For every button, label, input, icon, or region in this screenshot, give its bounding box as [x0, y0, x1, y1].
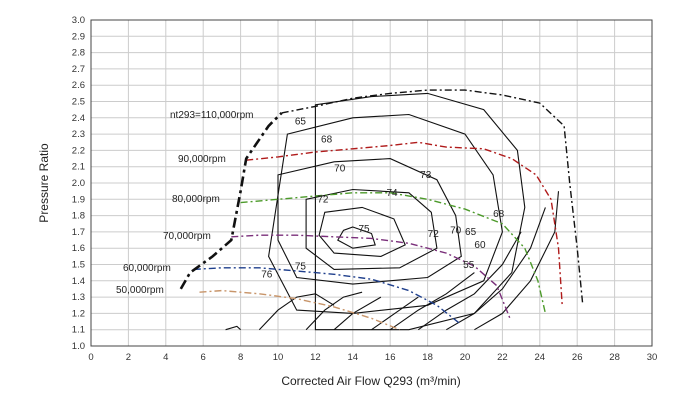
efficiency-label: 72	[317, 195, 329, 206]
x-tick-label: 10	[273, 352, 284, 363]
y-tick-label: 1.2	[72, 308, 85, 319]
x-tick-label: 14	[348, 352, 359, 363]
efficiency-contour	[389, 272, 475, 331]
efficiency-label: 60	[474, 240, 486, 251]
efficiency-contour	[333, 296, 382, 331]
y-tick-label: 2.3	[72, 129, 85, 140]
plot-frame	[90, 19, 653, 347]
y-tick-label: 1.3	[72, 292, 85, 303]
x-tick-label: 0	[88, 352, 93, 363]
x-tick-label: 24	[535, 352, 546, 363]
y-tick-label: 2.9	[72, 31, 85, 42]
efficiency-contour	[337, 226, 376, 249]
efficiency-label: 76	[261, 270, 273, 281]
efficiency-contour	[268, 113, 503, 314]
speed-line	[193, 267, 460, 324]
annotation-speed-80: 80,000rpm	[172, 194, 220, 205]
y-tick-label: 2.7	[72, 64, 85, 75]
speed-line	[199, 289, 400, 331]
y-tick-label: 1.6	[72, 243, 85, 254]
efficiency-label: 73	[420, 170, 432, 181]
annotation-speed-50: 50,000rpm	[116, 285, 164, 296]
efficiency-contour	[446, 207, 546, 331]
efficiency-label: 75	[295, 261, 307, 272]
x-tick-label: 12	[310, 352, 321, 363]
efficiency-label: 72	[428, 229, 440, 240]
efficiency-label: 55	[463, 260, 475, 271]
surge-line	[179, 111, 283, 290]
x-tick-label: 6	[201, 352, 206, 363]
y-tick-label: 1.0	[72, 341, 85, 352]
x-tick-label: 22	[497, 352, 508, 363]
surge-line-path	[179, 111, 283, 290]
efficiency-contour	[318, 206, 406, 257]
speed-line	[240, 192, 547, 314]
efficiency-label: 70	[334, 164, 346, 175]
y-tick-label: 1.5	[72, 260, 85, 271]
speed-line	[281, 89, 584, 306]
x-tick-label: 20	[460, 352, 471, 363]
x-tick-label: 18	[422, 352, 433, 363]
efficiency-label: 68	[321, 134, 333, 145]
y-tick-label: 1.9	[72, 194, 85, 205]
grid	[90, 19, 653, 347]
x-tick-label: 16	[385, 352, 396, 363]
y-tick-label: 2.2	[72, 145, 85, 156]
x-tick-label: 8	[238, 352, 243, 363]
x-tick-label: 26	[572, 352, 583, 363]
x-tick-label: 4	[163, 352, 168, 363]
contour-labels: 55 60 65 65 68 68 70 70 72 72 73 74 75 75 76	[261, 116, 504, 280]
speed-line	[246, 141, 563, 306]
efficiency-contour	[314, 92, 526, 331]
y-tick-label: 1.7	[72, 227, 85, 238]
y-tick-label: 2.8	[72, 48, 85, 59]
efficiency-label: 74	[387, 188, 399, 199]
efficiency-label: 65	[295, 116, 307, 127]
efficiency-contour	[371, 296, 419, 331]
efficiency-contour	[225, 325, 241, 331]
x-tick-label: 2	[126, 352, 131, 363]
y-tick-label: 1.8	[72, 211, 85, 222]
y-tick-label: 2.6	[72, 80, 85, 91]
efficiency-contour	[474, 191, 560, 331]
y-axis-label: Pressure Ratio	[37, 143, 51, 223]
annotation-speed-90: 90,000rpm	[178, 154, 226, 165]
efficiency-label: 70	[450, 226, 462, 237]
y-tick-label: 2.4	[72, 113, 85, 124]
x-axis-label: Corrected Air Flow Q293 (m³/min)	[281, 374, 460, 388]
y-tick-label: 2.0	[72, 178, 85, 189]
y-tick-label: 1.4	[72, 276, 85, 287]
speed-lines	[193, 89, 584, 331]
efficiency-contour	[277, 158, 462, 285]
x-tick-label: 30	[647, 352, 658, 363]
efficiency-contour	[258, 293, 335, 331]
y-tick-label: 2.5	[72, 97, 85, 108]
efficiency-label: 68	[493, 209, 505, 220]
y-tick-label: 2.1	[72, 162, 85, 173]
efficiency-label: 75	[358, 224, 370, 235]
efficiency-contour	[417, 231, 522, 331]
efficiency-contours	[225, 92, 560, 331]
annotation-speed-70: 70,000rpm	[163, 231, 211, 242]
speed-line	[231, 234, 511, 319]
efficiency-label: 65	[465, 227, 477, 238]
annotation-speed-60: 60,000rpm	[123, 263, 171, 274]
y-tick-label: 1.1	[72, 325, 85, 336]
x-tick-label: 28	[609, 352, 620, 363]
efficiency-contour	[305, 291, 363, 331]
y-tick-label: 3.0	[72, 15, 85, 26]
annotation-speed-110: nt293=110,000rpm	[170, 110, 254, 121]
tick-labels: 0 2 4 6 8 10 12 14 16 18 20 22 24 26 28 301.01.11.21.31…	[72, 15, 658, 363]
